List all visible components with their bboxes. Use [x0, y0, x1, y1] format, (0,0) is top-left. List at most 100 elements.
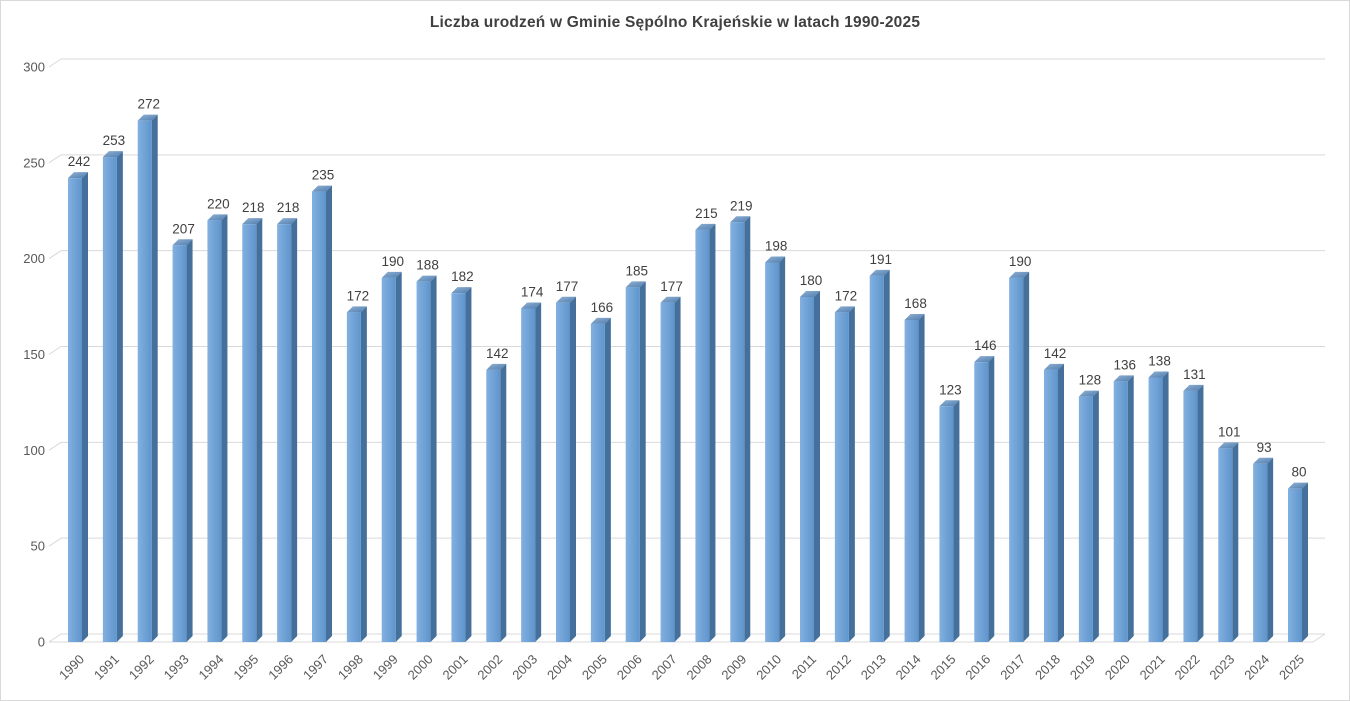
- bar-top-face: [346, 306, 367, 313]
- bar-side-face: [744, 216, 751, 642]
- bar-front-face: [416, 281, 431, 642]
- svg-text:2007: 2007: [649, 652, 680, 683]
- bar-side-face: [465, 287, 472, 642]
- bar-side-face: [1232, 442, 1239, 642]
- bar-2002: [486, 363, 507, 642]
- value-label: 131: [1183, 367, 1206, 382]
- x-tick-label: 1996: [265, 652, 296, 683]
- value-label: 146: [974, 338, 997, 353]
- bar-top-face: [1009, 271, 1030, 278]
- bar-top-face: [974, 356, 995, 363]
- bar-2006: [625, 281, 646, 642]
- bar-2019: [1078, 390, 1099, 642]
- svg-text:2002: 2002: [474, 652, 505, 683]
- bar-front-face: [590, 323, 605, 642]
- bar-top-face: [939, 400, 960, 407]
- bar-front-face: [102, 157, 117, 643]
- svg-text:1995: 1995: [230, 652, 261, 683]
- svg-text:1998: 1998: [335, 652, 366, 683]
- bar-front-face: [1044, 369, 1058, 642]
- bar-2010: [765, 256, 786, 642]
- bar-2022: [1183, 384, 1204, 642]
- value-label: 219: [730, 198, 753, 213]
- bar-front-face: [556, 302, 570, 642]
- y-tick-label: 100: [23, 443, 45, 458]
- bar-side-face: [1092, 390, 1099, 642]
- svg-text:2010: 2010: [753, 652, 784, 683]
- bar-2017: [1009, 271, 1030, 642]
- bar-side-face: [1267, 457, 1274, 642]
- x-tick-label: 2015: [927, 652, 958, 683]
- value-label: 207: [172, 221, 195, 236]
- bar-side-face: [1197, 384, 1204, 642]
- bar-side-face: [151, 114, 158, 642]
- bar-front-face: [939, 406, 954, 642]
- value-label: 138: [1148, 354, 1171, 369]
- x-tick-label: 2007: [649, 652, 680, 683]
- value-label: 166: [591, 300, 614, 315]
- bar-front-face: [381, 277, 396, 642]
- bar-top-face: [1183, 384, 1204, 391]
- y-tick-label: 300: [23, 60, 45, 75]
- bar-front-face: [521, 308, 536, 642]
- bar-front-face: [695, 229, 710, 642]
- bar-side-face: [116, 151, 123, 643]
- bar-top-face: [68, 172, 88, 179]
- svg-text:2021: 2021: [1137, 652, 1168, 683]
- bar-2018: [1044, 363, 1064, 642]
- bar-side-face: [395, 271, 402, 642]
- bar-side-face: [570, 296, 576, 642]
- svg-text:1991: 1991: [91, 652, 122, 683]
- bar-front-face: [242, 224, 257, 642]
- bar-side-face: [988, 356, 995, 642]
- bar-1992: [137, 114, 158, 642]
- bar-side-face: [1127, 375, 1134, 642]
- svg-text:2000: 2000: [405, 652, 436, 683]
- x-tick-label: 1991: [91, 652, 122, 683]
- svg-text:2014: 2014: [893, 652, 924, 683]
- svg-text:1992: 1992: [126, 652, 157, 683]
- bar-top-face: [451, 287, 472, 294]
- value-label: 218: [242, 200, 265, 215]
- bar-front-face: [800, 297, 814, 642]
- bar-top-face: [1044, 363, 1064, 370]
- bar-top-face: [1148, 371, 1169, 378]
- svg-text:1990: 1990: [56, 652, 87, 683]
- value-label: 272: [137, 97, 160, 112]
- bar-1996: [277, 218, 298, 642]
- gridlines: 0 50 100 150 200 250 300: [23, 58, 1326, 650]
- bar-top-face: [1218, 442, 1239, 449]
- bar-front-face: [172, 245, 187, 642]
- value-label: 123: [939, 382, 962, 397]
- y-tick-label: 250: [23, 155, 45, 170]
- bar-top-face: [556, 296, 576, 303]
- bar-top-face: [521, 302, 542, 309]
- bar-top-face: [625, 281, 646, 288]
- bar-top-face: [1288, 482, 1308, 489]
- bar-2011: [800, 291, 820, 642]
- x-tick-label: 2025: [1276, 652, 1307, 683]
- svg-text:2003: 2003: [509, 652, 540, 683]
- bar-top-face: [381, 271, 402, 278]
- bar-1991: [102, 151, 123, 643]
- bar-2013: [869, 269, 890, 642]
- svg-text:2024: 2024: [1241, 652, 1272, 683]
- bar-side-face: [674, 296, 681, 642]
- svg-text:2008: 2008: [683, 652, 714, 683]
- x-tick-label: 2004: [544, 652, 575, 683]
- bar-front-face: [137, 120, 152, 642]
- x-tick-label: 2013: [858, 652, 889, 683]
- bar-top-face: [312, 185, 332, 192]
- bar-front-face: [277, 224, 292, 642]
- value-label: 190: [381, 254, 404, 269]
- bar-side-face: [256, 218, 263, 642]
- bar-top-face: [834, 306, 855, 313]
- value-label: 218: [277, 200, 300, 215]
- bar-front-face: [486, 369, 501, 642]
- svg-text:2006: 2006: [614, 652, 645, 683]
- x-tick-label: 2019: [1067, 652, 1098, 683]
- x-tick-label: 2024: [1241, 652, 1272, 683]
- bar-top-face: [730, 216, 751, 223]
- bar-front-face: [869, 275, 884, 642]
